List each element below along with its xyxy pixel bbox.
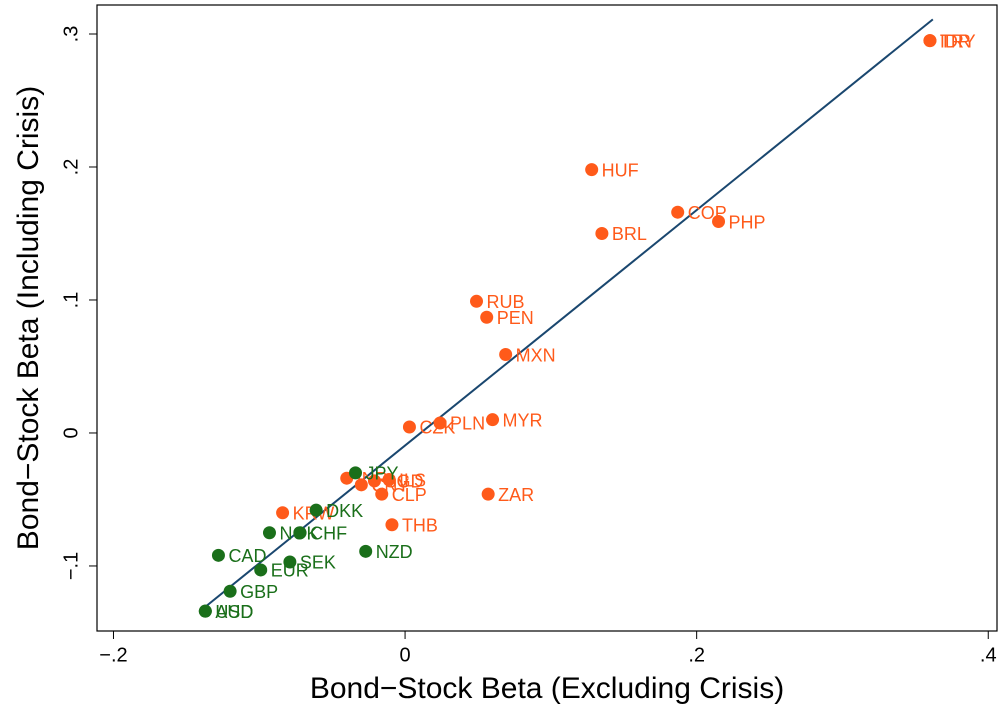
- point-label: BRL: [612, 224, 647, 244]
- point: [481, 487, 495, 501]
- point: [198, 604, 212, 618]
- point: [585, 163, 599, 177]
- point-label: HUF: [602, 160, 639, 180]
- point: [923, 34, 937, 48]
- x-axis-label: Bond−Stock Beta (Excluding Crisis): [310, 672, 784, 705]
- x-tick-label: .2: [688, 644, 705, 666]
- point-label: USD: [215, 602, 253, 622]
- point: [254, 563, 268, 577]
- point: [402, 420, 416, 434]
- point-label: TRY: [940, 31, 976, 51]
- point: [367, 474, 381, 488]
- point-label: CHF: [310, 523, 347, 543]
- point: [309, 503, 323, 517]
- point: [480, 310, 494, 324]
- point-label: RUB: [487, 292, 525, 312]
- point-label: PLN: [450, 414, 485, 434]
- point-label: GBP: [240, 582, 278, 602]
- y-tick-label: −.1: [60, 552, 82, 580]
- point: [359, 544, 373, 558]
- point: [375, 487, 389, 501]
- point: [470, 294, 484, 308]
- point-label: PEN: [497, 308, 534, 328]
- point: [433, 416, 447, 430]
- point-label: ILS: [399, 470, 426, 490]
- point-label: MXN: [516, 345, 556, 365]
- point: [223, 584, 237, 598]
- point: [354, 478, 368, 492]
- point: [595, 226, 609, 240]
- point-label: EUR: [271, 561, 309, 581]
- point-label: PHP: [729, 212, 766, 232]
- plot-frame: [96, 4, 998, 632]
- point: [348, 466, 362, 480]
- point-label: IDR: [940, 31, 971, 51]
- x-tick-label: −.2: [99, 644, 127, 666]
- point: [293, 526, 307, 540]
- point-label: THB: [402, 515, 438, 535]
- fit-line: [203, 18, 934, 609]
- y-tick-label: .1: [60, 292, 82, 309]
- point: [382, 473, 396, 487]
- x-tick-label: .4: [980, 644, 997, 666]
- point-label: SEK: [300, 553, 336, 573]
- point: [486, 413, 500, 427]
- point-label: CZK: [419, 418, 455, 438]
- point: [211, 548, 225, 562]
- point: [283, 555, 297, 569]
- x-tick-label: 0: [400, 644, 411, 666]
- point-label: NZD: [376, 542, 413, 562]
- point-label: CLP: [392, 485, 427, 505]
- point: [671, 205, 685, 219]
- point: [712, 215, 726, 229]
- point: [385, 518, 399, 532]
- y-tick-label: 0: [60, 427, 82, 438]
- point-label: DKK: [326, 501, 363, 521]
- point-label: MYR: [503, 410, 543, 430]
- point-label: AUD: [215, 602, 253, 622]
- point: [499, 348, 513, 362]
- point-label: JPY: [365, 464, 398, 484]
- point: [262, 526, 276, 540]
- point-label: ZAR: [498, 485, 534, 505]
- y-tick-label: .2: [60, 159, 82, 176]
- point-label: CAD: [228, 546, 266, 566]
- y-tick-label: .3: [60, 26, 82, 43]
- y-axis-label: Bond−Stock Beta (Including Crisis): [12, 86, 45, 550]
- point: [276, 506, 290, 520]
